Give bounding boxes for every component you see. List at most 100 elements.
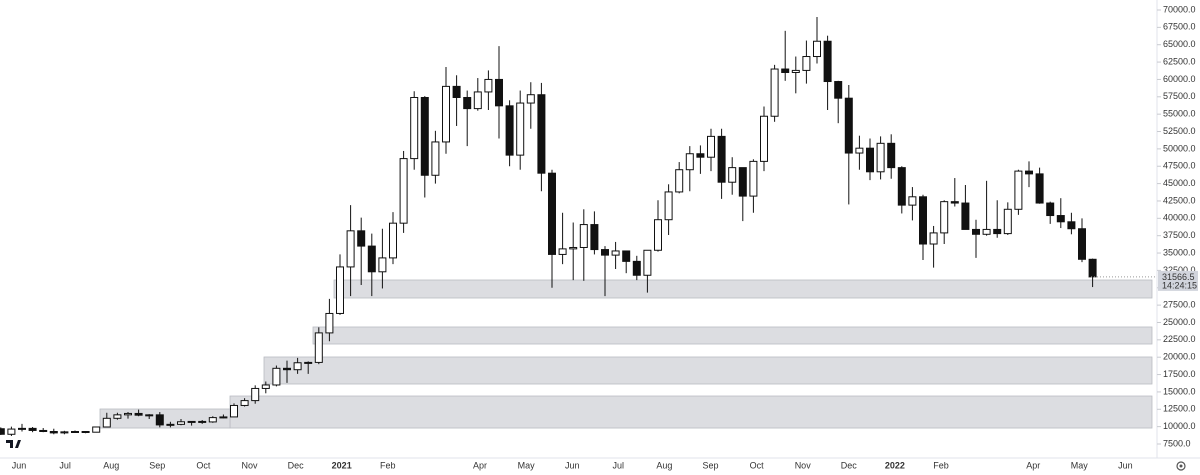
candle-body xyxy=(1046,202,1055,217)
candle-body xyxy=(791,69,800,73)
candle-body xyxy=(887,142,896,169)
y-tick-label: 17500.0 xyxy=(1163,369,1196,379)
candle-body xyxy=(834,81,843,99)
candle-body xyxy=(579,224,588,248)
last-price-label: 31566.5 xyxy=(1162,272,1195,282)
candle-body xyxy=(1014,170,1023,210)
candle-body xyxy=(908,196,917,206)
candle-body xyxy=(897,167,906,206)
y-tick-label: 67500.0 xyxy=(1163,22,1196,32)
candle-body xyxy=(251,387,260,402)
y-tick-label: 27500.0 xyxy=(1163,299,1196,309)
x-tick-label: May xyxy=(518,460,536,470)
candle-body xyxy=(516,102,525,156)
candle-body xyxy=(558,248,567,255)
candle-body xyxy=(643,249,652,276)
candle-body xyxy=(0,428,5,435)
y-tick-label: 62500.0 xyxy=(1163,56,1196,66)
x-tick-label: Feb xyxy=(380,460,396,470)
candle-body xyxy=(102,417,111,428)
y-tick-label: 47500.0 xyxy=(1163,161,1196,171)
candle-body xyxy=(346,230,355,268)
candle-body xyxy=(473,91,482,110)
candle-body xyxy=(410,96,419,160)
candle-body xyxy=(272,367,281,386)
candle-body xyxy=(749,160,758,197)
settings-icon[interactable] xyxy=(1176,461,1186,471)
candle-body xyxy=(113,414,122,419)
candle-body xyxy=(601,249,609,256)
y-tick-label: 40000.0 xyxy=(1163,213,1196,223)
candle-body xyxy=(325,312,334,334)
candle-body xyxy=(855,147,864,154)
candle-body xyxy=(177,421,185,425)
candle-body xyxy=(219,416,228,419)
support-zone xyxy=(312,326,1153,345)
candle-body xyxy=(738,167,747,197)
x-tick-label: 2021 xyxy=(332,460,352,470)
candle-body xyxy=(961,202,970,230)
candle-body xyxy=(304,361,313,364)
x-tick-label: Oct xyxy=(196,460,211,470)
candle-body xyxy=(452,85,461,98)
candle-body xyxy=(590,224,599,251)
y-tick-label: 10000.0 xyxy=(1163,421,1196,431)
candle-body xyxy=(1078,228,1086,260)
candle-body xyxy=(802,56,811,71)
candle-body xyxy=(378,257,387,273)
support-zone xyxy=(229,395,1153,429)
candle-body xyxy=(283,367,291,371)
candle-body xyxy=(336,266,344,314)
y-tick-label: 20000.0 xyxy=(1163,352,1196,362)
candle-body xyxy=(876,142,885,173)
candle-body xyxy=(495,78,503,107)
candle-body xyxy=(155,414,164,426)
candle-body xyxy=(1088,258,1097,278)
candle-body xyxy=(1035,173,1044,204)
last-price-box xyxy=(1158,270,1198,291)
y-tick-label: 42500.0 xyxy=(1163,195,1196,205)
candle-body xyxy=(781,68,790,73)
candle-body xyxy=(526,94,535,104)
candle-body xyxy=(675,169,684,193)
candle-body xyxy=(28,427,37,431)
candle-body xyxy=(314,332,323,363)
y-tick-label: 25000.0 xyxy=(1163,317,1196,327)
candle-body xyxy=(187,420,196,423)
candle-body xyxy=(972,228,980,235)
x-tick-label: Apr xyxy=(473,460,487,470)
candle-body xyxy=(844,97,853,154)
candle-body xyxy=(230,404,238,418)
candle-body xyxy=(60,431,69,434)
candle-body xyxy=(18,427,26,430)
x-tick-label: Jul xyxy=(59,460,71,470)
candle-body xyxy=(929,232,938,245)
candle-body xyxy=(431,141,440,176)
y-tick-label: 57500.0 xyxy=(1163,91,1196,101)
y-tick-label: 65000.0 xyxy=(1163,39,1196,49)
candle-body xyxy=(548,172,556,255)
candle-body xyxy=(1003,208,1012,235)
y-tick-label: 55000.0 xyxy=(1163,109,1196,119)
y-tick-label: 70000.0 xyxy=(1163,4,1196,14)
y-tick-label: 32500.0 xyxy=(1163,265,1196,275)
candle-body xyxy=(92,426,101,433)
candle-body xyxy=(463,96,472,110)
candle-body xyxy=(1056,215,1065,223)
x-tick-label: Feb xyxy=(933,460,949,470)
y-tick-label: 7500.0 xyxy=(1163,438,1191,448)
x-tick-label: Dec xyxy=(841,460,858,470)
tradingview-logo xyxy=(6,440,21,448)
plot: 7500.0 10000.0 12500.0 15000.0 17500.0 20000.… xyxy=(0,4,1198,470)
support-zone xyxy=(263,356,1153,385)
candle-body xyxy=(7,428,16,435)
candle-body xyxy=(813,40,821,58)
y-tick-label: 50000.0 xyxy=(1163,143,1196,153)
candle-body xyxy=(611,250,620,256)
x-tick-label: Oct xyxy=(750,460,765,470)
candle-body xyxy=(823,40,832,83)
candle-body xyxy=(71,431,79,434)
support-zone xyxy=(333,279,1153,299)
